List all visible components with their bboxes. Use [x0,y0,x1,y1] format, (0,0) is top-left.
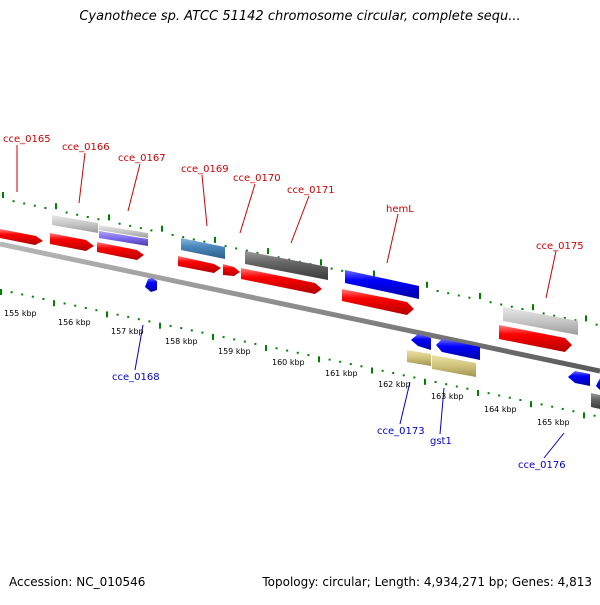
scale-label: 160 kbp [272,358,305,367]
gene-box-gst1 [436,339,480,360]
gene-label: cce_0169 [181,164,229,175]
scale-label: 165 kbp [537,418,570,427]
cds-arrow [50,233,94,251]
cds-arrow [223,264,240,276]
gene-label: cce_0171 [287,185,335,196]
gene-label: cce_0167 [118,153,166,164]
scale-label: 159 kbp [218,347,251,356]
gene-label: gst1 [430,436,452,447]
leader-line [78,152,86,204]
leader-line [439,387,445,435]
leader-lines [16,145,565,459]
leader-line [134,324,144,371]
chromosome-backbone [0,241,600,374]
cds-arrow [97,242,144,260]
scale-label: 163 kbp [431,392,464,401]
scale-label: 158 kbp [165,337,198,346]
gene-label: cce_0176 [518,460,566,471]
scale-label: 161 kbp [325,369,358,378]
gene-label: cce_0170 [233,173,281,184]
cds-arrow [178,256,221,273]
gene-box-cce-0173-2 [407,350,431,366]
scale-label: 162 kbp [378,380,411,389]
gene-box-edge-blue [596,378,600,390]
gene-box-cce-0167 [99,231,148,246]
cds-arrow [0,229,43,245]
gene-box-cce-0175 [503,307,578,335]
gene-label: cce_0165 [3,134,51,145]
accession-label: Accession: NC_010546 [9,575,146,589]
gene-label: cce_0168 [112,372,160,383]
leader-line [545,250,557,299]
cds-arrow [241,268,322,294]
scale-label: 157 kbp [111,327,144,336]
scale-label: 164 kbp [484,405,517,414]
gene-box-cce-0173 [411,334,431,350]
gene-label: cce_0175 [536,241,584,252]
scale-label: 155 kbp [4,309,37,318]
gene-box-cce-0169 [181,238,225,259]
feature-layer [0,215,600,409]
gene-box-cce-0165 [52,215,98,233]
gene-box-cce-0166 [99,225,148,238]
gene-box-hemL [345,270,419,299]
gene-box-gst1-2 [432,355,476,377]
scale-label: 156 kbp [58,318,91,327]
gene-box-cce-0171 [245,251,328,280]
gene-label: hemL [386,204,414,215]
leader-line [239,183,256,234]
leader-line [399,381,411,425]
leader-line [543,432,565,459]
cds-arrow [342,289,414,315]
reverse-tick-row [0,289,596,419]
gene-label: cce_0166 [62,142,110,153]
cds-arrow [499,325,572,352]
scale-labels: 155 kbp 156 kbp 157 kbp 158 kbp 159 kbp … [4,309,570,427]
gene-box-edge-dark [591,393,600,409]
leader-line [290,195,310,244]
gene-box-cce-0168 [145,278,157,292]
gene-label: cce_0173 [377,426,425,437]
leader-line [127,163,141,212]
genome-summary: Topology: circular; Length: 4,934,271 bp… [262,575,592,589]
gene-box-cce-0176 [568,371,590,386]
map-title: Cyanothece sp. ATCC 51142 chromosome cir… [79,9,521,24]
leader-line [386,213,399,264]
leader-line [201,174,208,227]
gene-labels: cce_0165 cce_0166 cce_0167 cce_0169 cce_… [3,134,584,471]
